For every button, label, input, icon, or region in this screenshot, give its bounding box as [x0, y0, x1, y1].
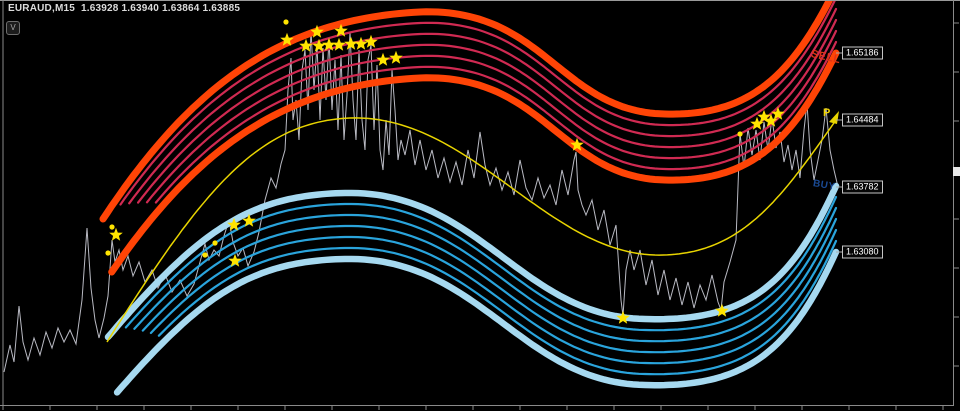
star-marker-icon — [228, 253, 242, 267]
star-marker-icon — [310, 24, 324, 38]
chart-title: EURAUD,M15 1.63928 1.63940 1.63864 1.638… — [8, 3, 241, 14]
star-marker-icon — [364, 34, 378, 48]
buy-band-line-2 — [133, 206, 838, 343]
star-marker-icon — [109, 227, 123, 241]
sell-band-line-5 — [154, 40, 838, 204]
sell-band-line-1 — [119, 0, 837, 206]
star-marker-icon — [715, 303, 729, 317]
buy-band — [104, 182, 840, 396]
star-marker-icon — [616, 310, 630, 324]
sell-band-line-6 — [108, 49, 840, 276]
sell-band-line-2 — [128, 7, 838, 205]
buy-band-line-6 — [113, 248, 840, 396]
price-level-label: 1.65186 — [842, 46, 883, 60]
star-marker-icon — [389, 50, 403, 64]
star-marker-icon — [332, 37, 346, 51]
dot-marker-icon — [109, 224, 115, 230]
pivot-label: P — [823, 106, 831, 119]
signal-markers — [105, 19, 785, 324]
star-marker-icon — [322, 37, 336, 51]
star-marker-icon — [344, 36, 358, 50]
star-marker-icon — [242, 213, 256, 227]
dot-marker-icon — [737, 131, 743, 137]
star-marker-icon — [757, 109, 771, 123]
sell-band-line-0 — [99, 0, 834, 223]
star-marker-icon — [299, 38, 313, 52]
sell-band-line-4 — [145, 29, 838, 204]
star-marker-icon — [354, 36, 368, 50]
star-marker-icon — [280, 32, 294, 46]
star-marker-icon — [227, 217, 241, 231]
dot-marker-icon — [283, 19, 289, 25]
star-marker-icon — [570, 137, 584, 151]
star-marker-icon — [334, 23, 348, 37]
buy-band-line-4 — [149, 228, 838, 365]
star-marker-icon — [750, 116, 764, 130]
star-marker-icon — [376, 52, 390, 66]
buy-band-line-0 — [104, 182, 840, 341]
sell-band — [99, 0, 840, 276]
current-price-marker — [953, 167, 960, 176]
star-marker-icon — [771, 106, 785, 120]
price-level-label: 1.63782 — [842, 180, 883, 194]
dot-marker-icon — [202, 252, 208, 258]
star-marker-icon — [764, 113, 778, 127]
buy-band-line-3 — [141, 217, 838, 354]
price-level-label: 1.64484 — [842, 113, 883, 127]
star-marker-icon — [312, 38, 326, 52]
pivot-centerline — [106, 117, 837, 343]
pivot-arrowhead-icon — [829, 111, 839, 124]
price-level-label: 1.63080 — [842, 245, 883, 259]
indicator-v-button[interactable]: V — [6, 21, 20, 35]
dot-marker-icon — [212, 240, 218, 246]
price-line-series — [3, 29, 839, 373]
dot-marker-icon — [105, 250, 111, 256]
buy-band-line-5 — [157, 239, 838, 376]
